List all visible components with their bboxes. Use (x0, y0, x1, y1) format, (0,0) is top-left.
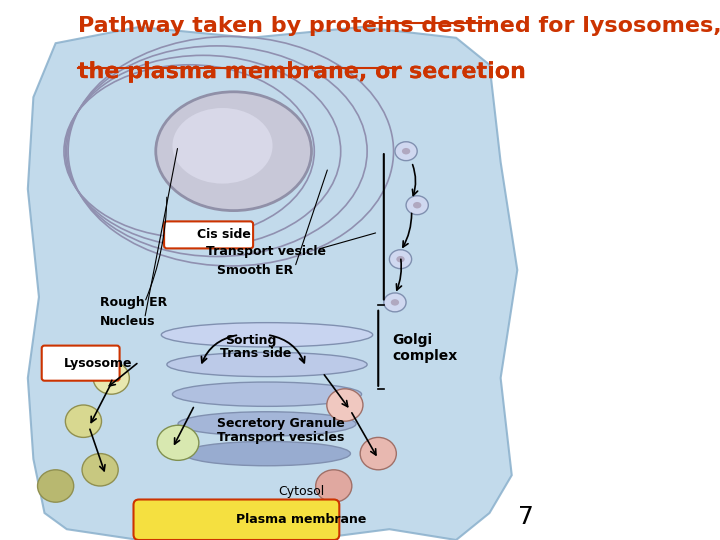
Ellipse shape (172, 108, 273, 184)
Text: the plasma membrane, or secretion: the plasma membrane, or secretion (78, 62, 527, 82)
Text: Smooth ER: Smooth ER (217, 264, 293, 276)
Text: Cis side: Cis side (197, 228, 251, 241)
Ellipse shape (315, 470, 352, 502)
Ellipse shape (172, 382, 361, 406)
Text: Trans side: Trans side (220, 347, 291, 360)
Text: Transport vesicle: Transport vesicle (206, 245, 326, 258)
Text: Sorting: Sorting (225, 334, 276, 347)
FancyBboxPatch shape (164, 221, 253, 248)
Ellipse shape (360, 437, 396, 470)
Ellipse shape (93, 362, 130, 394)
Ellipse shape (156, 92, 312, 211)
Ellipse shape (82, 454, 118, 486)
FancyBboxPatch shape (42, 346, 120, 381)
Text: 7: 7 (518, 505, 534, 529)
Ellipse shape (184, 442, 351, 465)
Ellipse shape (384, 293, 406, 312)
Ellipse shape (413, 202, 421, 208)
Ellipse shape (396, 256, 405, 262)
Text: Plasma membrane: Plasma membrane (236, 513, 366, 526)
Text: Pathway taken by proteins destined for lysosomes,: Pathway taken by proteins destined for l… (78, 16, 720, 36)
Text: Cytosol: Cytosol (278, 485, 325, 498)
Text: Secretory Granule: Secretory Granule (217, 417, 345, 430)
Ellipse shape (66, 405, 102, 437)
Text: Golgi
complex: Golgi complex (392, 333, 457, 363)
Polygon shape (28, 27, 517, 540)
Ellipse shape (157, 426, 199, 460)
Ellipse shape (402, 148, 410, 154)
Text: Nucleus: Nucleus (100, 315, 156, 328)
Ellipse shape (37, 470, 73, 502)
Text: Lysosome: Lysosome (64, 357, 132, 370)
Ellipse shape (167, 352, 367, 377)
Text: Rough ER: Rough ER (100, 296, 167, 309)
Ellipse shape (327, 389, 363, 421)
Ellipse shape (390, 249, 412, 268)
Text: Transport vesicles: Transport vesicles (217, 431, 344, 444)
Ellipse shape (395, 141, 417, 160)
FancyBboxPatch shape (133, 500, 339, 540)
Ellipse shape (406, 195, 428, 214)
Ellipse shape (178, 411, 356, 436)
Ellipse shape (161, 322, 373, 347)
Ellipse shape (391, 299, 399, 306)
